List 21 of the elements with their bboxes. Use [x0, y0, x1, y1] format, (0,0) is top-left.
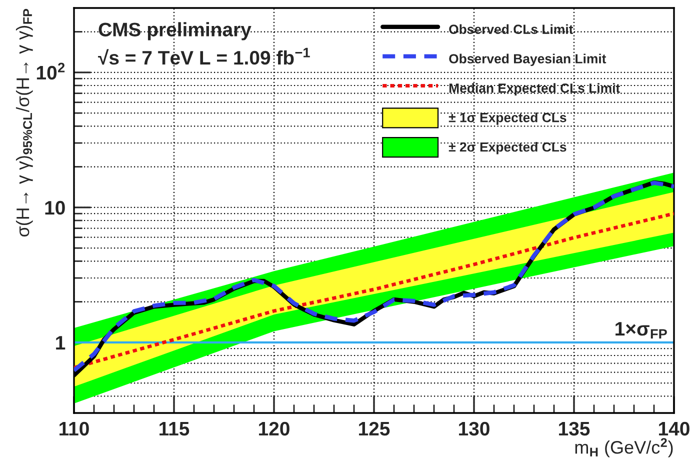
x-tick-label: 120 [259, 422, 290, 436]
legend-label: Observed Bayesian Limit [449, 54, 606, 66]
legend-label: Observed CLs Limit [449, 24, 574, 34]
x-axis-title: m$_{H}$ (GeV/c$^{2}$) [575, 438, 673, 458]
x-tick-label: 130 [459, 422, 490, 436]
x-tick-label: 125 [359, 422, 390, 436]
x-tick-label: 110 [60, 422, 89, 436]
annotation: CMS preliminary [98, 22, 252, 40]
x-tick-label: 135 [559, 422, 590, 436]
y-tick-label: 1 [56, 336, 66, 350]
x-tick-label: 140 [659, 422, 690, 436]
legend-label: ± 1σ Expected CLs [448, 112, 566, 125]
y-axis-title: σ(H→ γ γ)$_{95%CL}$/σ(H→ γ γ)$_{FP}$ [16, 8, 33, 237]
y-tick-label: 10$^{2}$ [36, 62, 65, 80]
ref-line-label: 1×σ$_{FP}$ [616, 322, 667, 339]
line-series [74, 212, 674, 370]
legend-label: ± 2σ Expected CLs [448, 142, 566, 154]
x-tick-label: 115 [160, 422, 190, 436]
annotation: √s = 7 TeV L = 1.09 fb$^{−1}$ [98, 48, 310, 65]
legend-label: Median Expected CLs Limit [449, 83, 620, 96]
y-tick-label: 10 [45, 200, 65, 215]
